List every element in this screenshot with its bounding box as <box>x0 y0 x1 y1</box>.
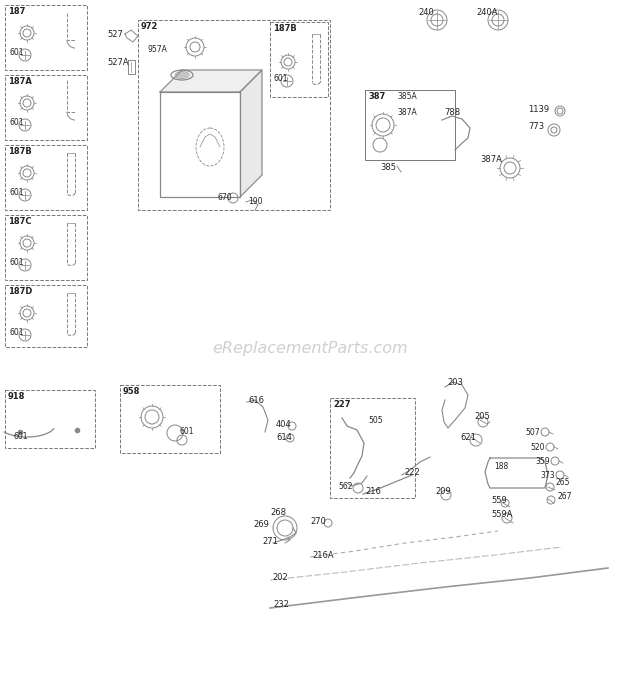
Text: 621: 621 <box>460 433 476 442</box>
Text: 958: 958 <box>123 387 140 396</box>
Text: 601: 601 <box>10 118 25 127</box>
Text: 614: 614 <box>276 433 292 442</box>
Text: 788: 788 <box>444 108 460 117</box>
Text: 187A: 187A <box>8 77 32 86</box>
Polygon shape <box>240 70 262 197</box>
Text: 205: 205 <box>474 412 490 421</box>
Text: 616: 616 <box>248 396 264 405</box>
Polygon shape <box>160 70 262 92</box>
Text: 187: 187 <box>8 7 25 16</box>
Text: 227: 227 <box>333 400 350 409</box>
Text: 265: 265 <box>555 478 570 487</box>
Text: 268: 268 <box>270 508 286 517</box>
Text: 601: 601 <box>10 328 25 337</box>
Text: 773: 773 <box>528 122 544 131</box>
Text: 187B: 187B <box>8 147 32 156</box>
Text: 203: 203 <box>447 378 463 387</box>
Text: 387: 387 <box>368 92 385 101</box>
Text: 187B: 187B <box>273 24 297 33</box>
Text: 240A: 240A <box>476 8 497 17</box>
Bar <box>5 5 87 70</box>
Text: 601: 601 <box>10 48 25 57</box>
Text: 505: 505 <box>368 416 383 425</box>
Text: 527: 527 <box>107 30 123 39</box>
Bar <box>5 75 87 140</box>
Text: 957A: 957A <box>148 45 168 54</box>
Text: 270: 270 <box>310 517 326 526</box>
Ellipse shape <box>176 72 188 78</box>
Bar <box>138 20 330 210</box>
Text: 972: 972 <box>141 22 158 31</box>
Bar <box>365 90 455 160</box>
Text: 559: 559 <box>491 496 507 505</box>
Text: 562: 562 <box>338 482 353 491</box>
Text: eReplacementParts.com: eReplacementParts.com <box>212 340 408 356</box>
Text: 601: 601 <box>13 432 27 441</box>
Bar <box>5 145 87 210</box>
Text: 190: 190 <box>248 197 262 206</box>
Bar <box>5 215 87 280</box>
Text: 188: 188 <box>494 462 508 471</box>
Text: 240: 240 <box>418 8 434 17</box>
Text: 216: 216 <box>365 487 381 496</box>
Text: 359: 359 <box>535 457 549 466</box>
Text: 385A: 385A <box>397 92 417 101</box>
Text: 222: 222 <box>404 468 420 477</box>
Text: 387A: 387A <box>480 155 502 164</box>
Text: 559A: 559A <box>491 510 513 519</box>
Text: 267: 267 <box>557 492 572 501</box>
Text: 507: 507 <box>525 428 539 437</box>
Text: 209: 209 <box>435 487 451 496</box>
Text: 232: 232 <box>273 600 289 609</box>
Text: 187D: 187D <box>8 287 32 296</box>
Bar <box>5 390 95 448</box>
Text: 1139: 1139 <box>528 105 549 114</box>
Text: 269: 269 <box>253 520 269 529</box>
Text: 601: 601 <box>10 188 25 197</box>
Text: 202: 202 <box>272 573 288 582</box>
Text: 918: 918 <box>8 392 25 401</box>
Bar <box>5 285 87 347</box>
Text: 404: 404 <box>276 420 292 429</box>
Text: 187C: 187C <box>8 217 32 226</box>
Text: 385: 385 <box>380 163 396 172</box>
Text: 216A: 216A <box>312 551 334 560</box>
Text: 601: 601 <box>10 258 25 267</box>
Text: 520: 520 <box>530 443 544 452</box>
Text: 373: 373 <box>540 471 555 480</box>
Text: 527A: 527A <box>107 58 128 67</box>
Bar <box>120 385 220 453</box>
Text: 271: 271 <box>262 537 278 546</box>
Text: 387A: 387A <box>397 108 417 117</box>
Text: 601: 601 <box>273 74 288 83</box>
Bar <box>330 398 415 498</box>
Bar <box>270 22 328 97</box>
Text: 601: 601 <box>180 427 195 436</box>
Text: 670: 670 <box>218 193 232 202</box>
